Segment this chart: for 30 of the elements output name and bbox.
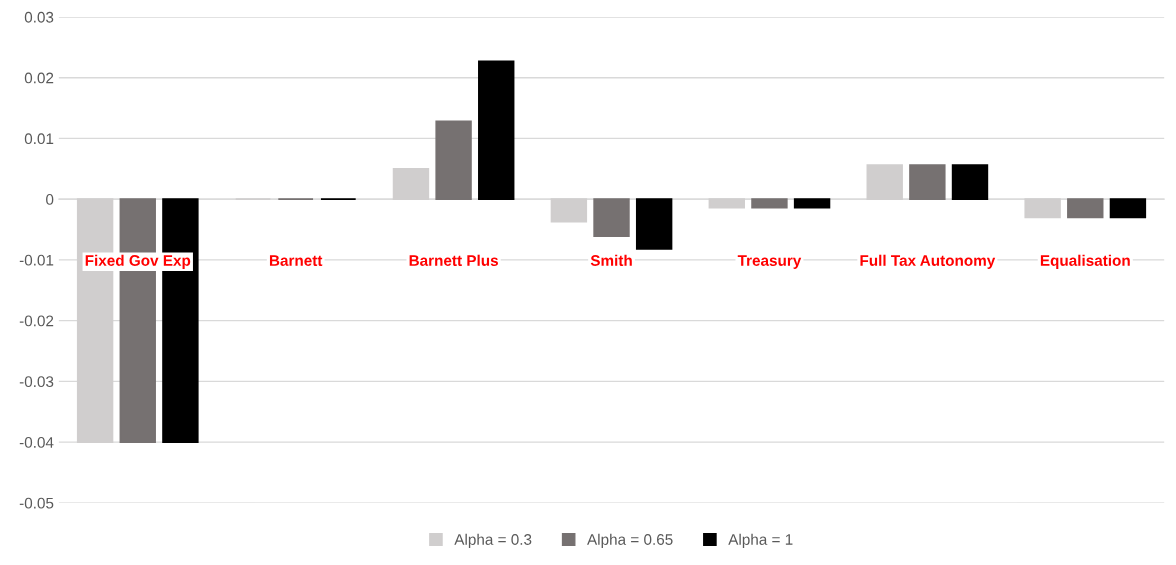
y-tick-label: -0.03 [19,376,54,388]
x-tick-label: Barnett Plus [409,254,498,266]
x-tick-label: Treasury [737,255,802,269]
x-tick-label: Full Tax Autonomy [860,254,996,269]
bar [162,198,199,443]
y-tick-label: 0.03 [24,11,54,23]
bar [593,198,630,238]
x-tick-label: Fixed Gov Exp [85,254,191,269]
y-tick-label: 0.02 [24,72,54,84]
bar [635,198,673,250]
bar [909,164,946,200]
legend-label: Alpha = 0.65 [587,533,673,548]
legend-label: Alpha = 0.3 [454,533,532,548]
bar [951,164,989,200]
bar [435,120,472,200]
x-tick-label: Equalisation [1040,254,1130,269]
legend-label: Alpha = 1 [728,533,793,548]
y-tick-label: -0.04 [19,436,54,448]
bar [751,198,788,209]
y-tick-label: -0.05 [19,497,54,509]
bar [1067,198,1104,219]
bar [478,60,515,200]
bar [793,198,831,209]
y-tick-label: 0.01 [24,133,54,145]
bar [1109,198,1147,219]
x-tick-label: Barnett [269,255,323,266]
y-tick-label: -0.02 [19,315,54,327]
x-tick-label: Smith [590,254,632,266]
y-tick-label: -0.01 [19,254,54,266]
y-tick-label: 0 [46,194,54,205]
